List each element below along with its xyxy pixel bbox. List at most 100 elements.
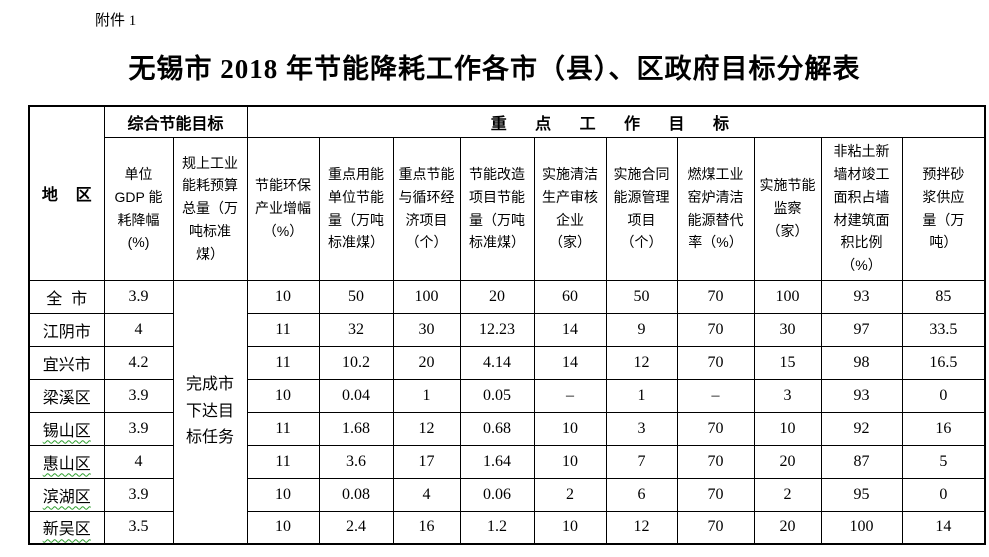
- value-cell: 3.9: [103, 378, 174, 413]
- value-cell: 20: [392, 345, 461, 380]
- value-cell: 3.9: [103, 411, 174, 446]
- value-cell: 85: [901, 279, 986, 314]
- table-row: 新吴区 3.5 10 2.4 16 1.2 10 12 70 20 100 14: [28, 510, 986, 545]
- table-row: 锡山区 3.9 11 1.68 12 0.68 10 3 70 10 92 16: [28, 411, 986, 446]
- value-cell: 98: [820, 345, 903, 380]
- region-cell: 惠山区: [28, 444, 105, 479]
- column-header: 实施节能 监察 （家）: [753, 136, 822, 281]
- value-cell: 4: [103, 444, 174, 479]
- value-cell: 11: [246, 345, 320, 380]
- table-row: 梁溪区 3.9 10 0.04 1 0.05–1–3 93 0: [28, 378, 986, 413]
- value-cell: 3.9: [103, 279, 174, 314]
- value-cell: 11: [246, 411, 320, 446]
- value-cell: 33.5: [901, 312, 986, 347]
- region-label: 江阴市: [42, 323, 91, 341]
- region-label: 梁溪区: [42, 389, 91, 407]
- value-cell: 10: [533, 411, 607, 446]
- value-cell: 0.06: [459, 477, 535, 512]
- column-header: 单位 GDP 能 耗降幅 (%): [103, 136, 174, 281]
- column-header: 非粘土新 墙材竣工 面积占墙 材建筑面 积比例 （%）: [820, 136, 903, 281]
- value-cell: 16.5: [901, 345, 986, 380]
- column-header: 重点用能 单位节能 量（万吨 标准煤）: [318, 136, 394, 281]
- attachment-label: 附件 1: [95, 13, 137, 29]
- value-cell: 10: [753, 411, 822, 446]
- region-cell: 锡山区: [28, 411, 105, 446]
- value-cell: 2: [753, 477, 822, 512]
- value-cell: 100: [753, 279, 822, 314]
- value-cell: 93: [820, 279, 903, 314]
- region-cell: 宜兴市: [28, 345, 105, 380]
- table-row: 全 市 3.9 完成市 下达目 标任务 10 50 100 20 60 50 70 100 93 85: [28, 279, 986, 545]
- value-cell: 1: [392, 378, 461, 413]
- column-header-region: 地 区: [28, 105, 105, 281]
- value-cell: 4: [392, 477, 461, 512]
- value-cell: 1.68: [318, 411, 394, 446]
- value-cell: 14: [533, 312, 607, 347]
- value-cell: 10.2: [318, 345, 394, 380]
- value-cell: 1.2: [459, 510, 535, 545]
- value-cell: 3.6: [318, 444, 394, 479]
- value-cell: 30: [753, 312, 822, 347]
- value-cell: 9: [605, 312, 678, 347]
- table-row: 宜兴市 4.2 11 10.2 20 4.14 14 12 70 15 98 16.5: [28, 345, 986, 380]
- region-cell: 全 市: [28, 279, 105, 314]
- value-cell: 10: [246, 477, 320, 512]
- value-cell: 6: [605, 477, 678, 512]
- value-cell: 2.4: [318, 510, 394, 545]
- column-group-comprehensive: 综合节能目标: [103, 105, 248, 138]
- value-cell: 3.9: [103, 477, 174, 512]
- value-cell: 70: [676, 345, 755, 380]
- value-cell: 14: [901, 510, 986, 545]
- column-header: 节能改造 项目节能 量（万吨 标准煤）: [459, 136, 535, 281]
- region-label: 惠山区: [42, 455, 91, 473]
- value-cell: 15: [753, 345, 822, 380]
- value-cell: 10: [246, 279, 320, 314]
- region-label: 滨湖区: [42, 488, 91, 506]
- value-cell: 12.23: [459, 312, 535, 347]
- value-cell: 5: [901, 444, 986, 479]
- value-cell: 12: [605, 510, 678, 545]
- value-cell: 4: [103, 312, 174, 347]
- value-cell: 20: [753, 510, 822, 545]
- detail-header-row: 单位 GDP 能 耗降幅 (%) 规上工业 能耗预算 总量（万 吨标准 煤） 节能环…: [29, 136, 986, 281]
- value-cell: –: [676, 378, 755, 413]
- value-cell: 0.05: [459, 378, 535, 413]
- value-cell: 4.14: [459, 345, 535, 380]
- value-cell: 50: [318, 279, 394, 314]
- value-cell: 70: [676, 510, 755, 545]
- region-cell: 江阴市: [28, 312, 105, 347]
- value-cell: 3.5: [103, 510, 174, 545]
- value-cell: 0: [901, 477, 986, 512]
- value-cell: 10: [246, 378, 320, 413]
- value-cell: 92: [820, 411, 903, 446]
- column-header: 节能环保 产业增幅 （%）: [246, 136, 320, 281]
- value-cell: 3: [753, 378, 822, 413]
- value-cell: 70: [676, 444, 755, 479]
- table-header: 地 区 综合节能目标 重 点 工 作 目 标 单位 GDP 能 耗降幅 (%) 规…: [28, 105, 986, 281]
- value-cell: 10: [533, 510, 607, 545]
- table-row: 惠山区 4 11 3.6 17 1.64 10 7 70 20 87 5: [28, 444, 986, 479]
- value-cell: 70: [676, 279, 755, 314]
- column-group-key-work: 重 点 工 作 目 标: [246, 105, 986, 138]
- value-cell: 10: [246, 510, 320, 545]
- value-cell: 12: [392, 411, 461, 446]
- value-cell: 16: [901, 411, 986, 446]
- region-label: 锡山区: [42, 422, 91, 440]
- region-label: 全 市: [46, 290, 88, 308]
- value-cell: 20: [753, 444, 822, 479]
- value-cell: 14: [533, 345, 607, 380]
- value-cell: 1: [605, 378, 678, 413]
- region-cell: 新吴区: [28, 510, 105, 545]
- value-cell: 97: [820, 312, 903, 347]
- value-cell: 0.68: [459, 411, 535, 446]
- region-cell: 滨湖区: [28, 477, 105, 512]
- value-cell: 100: [392, 279, 461, 314]
- value-cell: 32: [318, 312, 394, 347]
- column-header: 预拌砂 浆供应 量（万 吨）: [901, 136, 986, 281]
- region-label: 新吴区: [42, 521, 91, 539]
- value-cell: 93: [820, 378, 903, 413]
- value-cell: 7: [605, 444, 678, 479]
- value-cell: 70: [676, 477, 755, 512]
- value-cell: 11: [246, 444, 320, 479]
